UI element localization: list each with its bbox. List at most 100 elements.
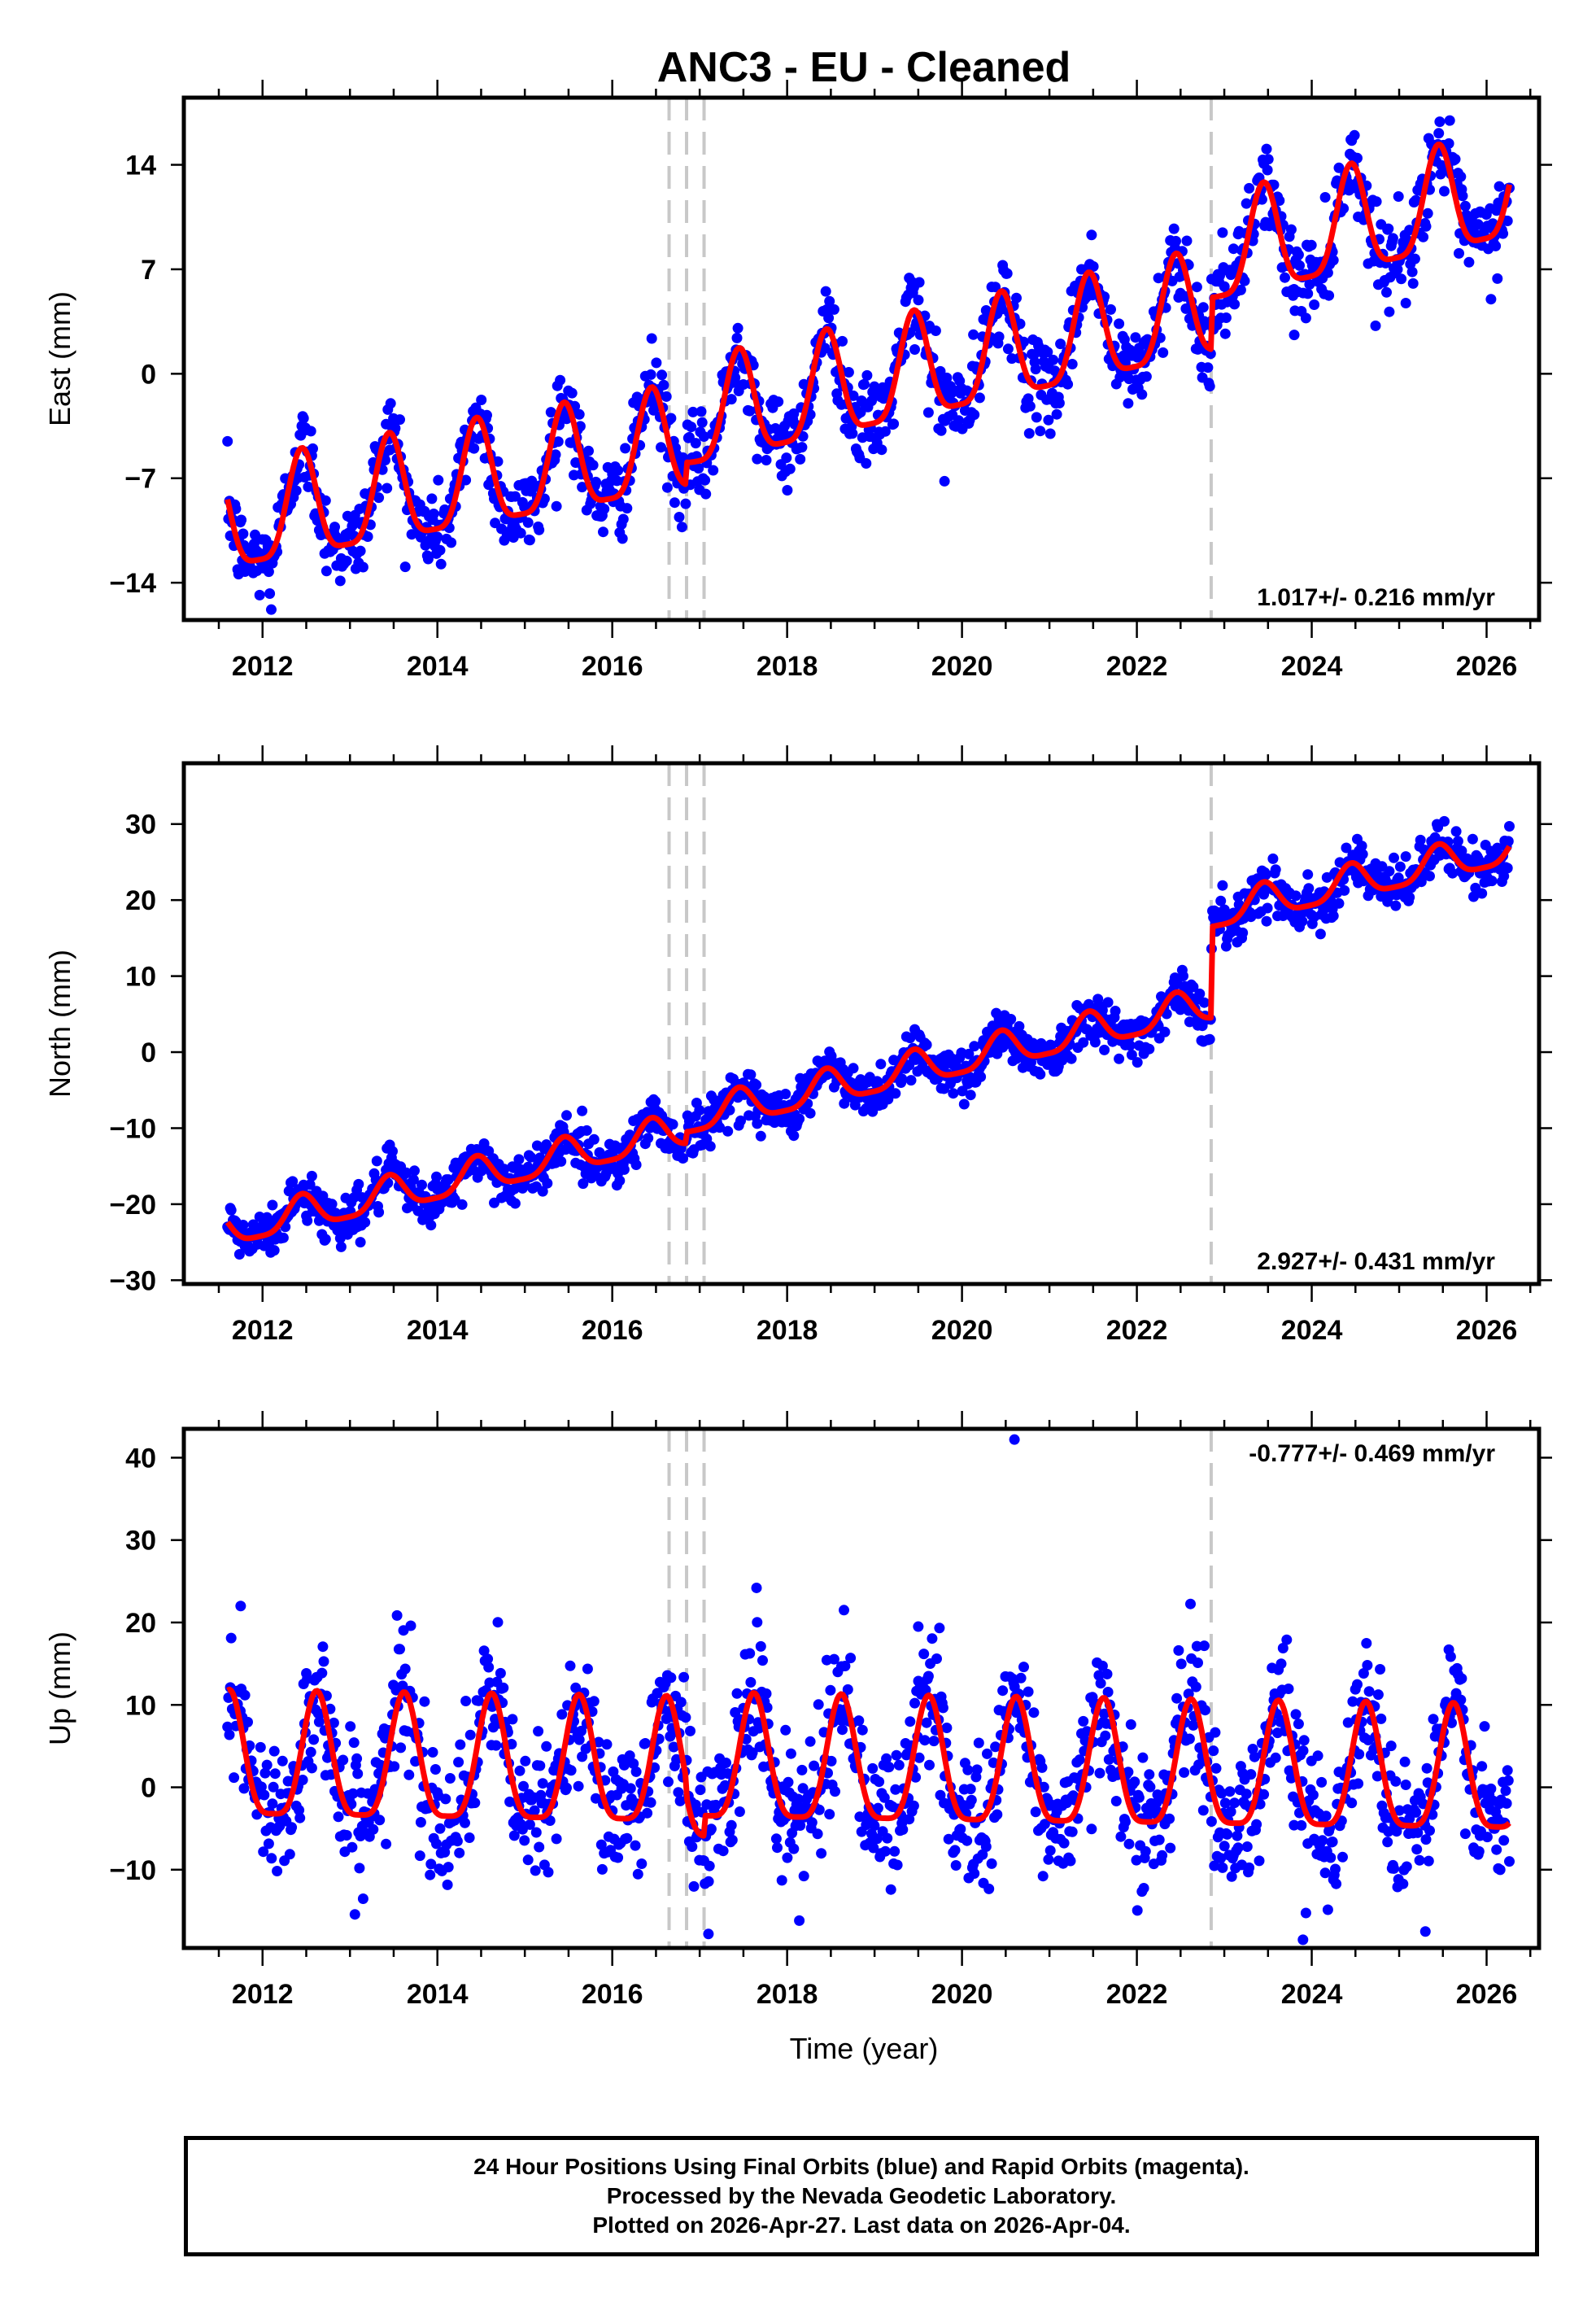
- data-point: [1153, 273, 1164, 284]
- data-point: [1352, 1679, 1363, 1690]
- data-point: [1270, 1752, 1281, 1763]
- data-point: [268, 1745, 280, 1757]
- data-point: [1044, 428, 1056, 439]
- data-point: [855, 407, 866, 418]
- data-point: [263, 566, 274, 578]
- data-point: [1168, 223, 1180, 234]
- data-point: [535, 1789, 547, 1801]
- data-point: [1349, 129, 1360, 141]
- data-point: [1381, 286, 1392, 298]
- data-point: [889, 1845, 900, 1857]
- data-point: [796, 1764, 808, 1775]
- data-point: [1434, 116, 1446, 128]
- data-point: [425, 1869, 436, 1880]
- outlier-point: [1289, 330, 1300, 341]
- y-tick-label: 30: [125, 1526, 156, 1557]
- data-point: [1261, 915, 1272, 927]
- data-point: [726, 1834, 738, 1845]
- data-point: [908, 1800, 919, 1811]
- data-point: [1500, 1785, 1511, 1797]
- data-point: [1333, 898, 1345, 909]
- data-point: [794, 1113, 805, 1125]
- data-point: [360, 1216, 371, 1228]
- data-point: [794, 1915, 805, 1926]
- data-point: [308, 1734, 320, 1745]
- data-point: [809, 1760, 820, 1771]
- data-point: [507, 1714, 518, 1725]
- data-point: [731, 332, 743, 343]
- data-point: [905, 1716, 916, 1727]
- data-point: [307, 443, 318, 454]
- data-point: [813, 1699, 824, 1710]
- data-point: [416, 1179, 427, 1190]
- data-point: [525, 1151, 537, 1163]
- data-point: [1443, 138, 1454, 149]
- data-point: [1124, 1040, 1136, 1051]
- data-point: [515, 527, 526, 539]
- data-point: [1317, 1835, 1328, 1846]
- data-point: [830, 1786, 840, 1797]
- x-tick-label: 2024: [1281, 1979, 1343, 2010]
- data-point: [752, 1118, 763, 1129]
- data-point: [776, 1875, 787, 1886]
- data-point: [1372, 1689, 1384, 1701]
- data-point: [269, 1768, 281, 1780]
- data-point: [1114, 1053, 1125, 1064]
- data-point: [690, 1799, 701, 1810]
- data-point: [1312, 1750, 1323, 1762]
- data-point: [957, 1085, 968, 1097]
- data-point: [872, 1077, 883, 1088]
- data-point: [734, 1806, 745, 1817]
- data-point: [529, 1805, 540, 1816]
- outlier-point: [1009, 1434, 1020, 1445]
- data-point: [651, 357, 662, 369]
- data-point: [1217, 1862, 1228, 1873]
- data-point: [1411, 194, 1422, 206]
- data-point: [352, 1768, 364, 1780]
- y-tick-label: −7: [124, 464, 156, 495]
- data-point: [948, 1088, 959, 1099]
- data-point: [520, 1755, 531, 1767]
- data-point: [598, 526, 608, 538]
- data-point: [320, 495, 331, 506]
- data-point: [1200, 1705, 1210, 1716]
- data-point: [381, 1838, 392, 1850]
- data-point: [255, 1741, 266, 1753]
- data-point: [1275, 1658, 1287, 1670]
- data-point: [551, 1833, 562, 1845]
- y-tick-label: −30: [109, 1265, 156, 1296]
- data-point: [781, 452, 792, 464]
- data-point: [1498, 871, 1510, 882]
- data-point: [825, 1684, 836, 1696]
- data-point: [1486, 876, 1498, 887]
- x-tick-label: 2012: [232, 651, 294, 682]
- data-point: [444, 1773, 456, 1784]
- footer-line-dates: Plotted on 2026-Apr-27. Last data on 202…: [592, 2212, 1131, 2238]
- data-point: [351, 1753, 363, 1764]
- data-point: [983, 1883, 995, 1894]
- data-point: [1300, 312, 1311, 324]
- data-point: [1030, 1806, 1041, 1818]
- data-point: [798, 1871, 809, 1882]
- data-point: [556, 1155, 567, 1167]
- data-point: [1304, 279, 1315, 290]
- data-point: [676, 522, 687, 533]
- data-point: [812, 1828, 823, 1840]
- data-point: [1220, 312, 1232, 323]
- x-tick-label: 2016: [582, 1979, 643, 2010]
- data-point: [674, 512, 685, 522]
- data-point: [316, 1667, 328, 1679]
- data-point: [302, 1215, 313, 1226]
- data-point: [1241, 198, 1252, 209]
- data-point: [533, 1726, 544, 1737]
- data-point: [1002, 343, 1014, 355]
- data-point: [1125, 1719, 1136, 1730]
- data-point: [876, 444, 887, 456]
- data-point: [782, 485, 793, 496]
- data-point: [745, 1677, 757, 1688]
- data-point: [464, 1832, 475, 1843]
- data-point: [530, 1827, 542, 1838]
- data-point: [1023, 428, 1035, 439]
- x-tick-label: 2026: [1456, 1979, 1518, 2010]
- data-point: [1404, 225, 1415, 236]
